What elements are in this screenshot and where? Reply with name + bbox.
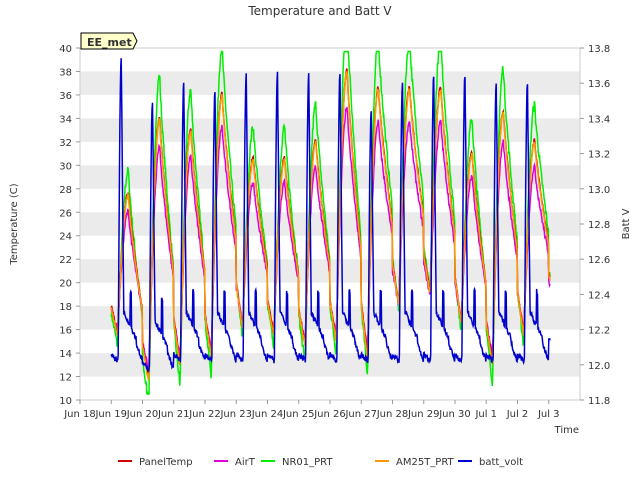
grid-band bbox=[80, 118, 580, 142]
grid-band bbox=[80, 71, 580, 95]
y2-tick-label: 13.4 bbox=[588, 114, 610, 125]
y2-tick-label: 13.0 bbox=[588, 185, 610, 196]
x-tick-label: Jun 26 bbox=[313, 409, 346, 420]
legend-label-NR01_PRT: NR01_PRT bbox=[282, 457, 333, 468]
x-tick-label: Jun 19 bbox=[94, 409, 127, 420]
site-badge-label: EE_met bbox=[87, 36, 132, 49]
y-tick-label: 18 bbox=[59, 302, 72, 313]
y2-tick-label: 11.8 bbox=[588, 396, 610, 407]
legend-label-batt_volt: batt_volt bbox=[479, 457, 523, 468]
series-line-batt_volt bbox=[110, 58, 551, 373]
x-tick-label: Jun 25 bbox=[282, 409, 315, 420]
grid-band bbox=[80, 165, 580, 189]
y2-tick-label: 13.2 bbox=[588, 150, 610, 161]
legend-label-PanelTemp: PanelTemp bbox=[139, 457, 193, 468]
legend: PanelTemp AirT NR01_PRT AM25T_PRT batt_volt bbox=[118, 457, 523, 468]
y2-tick-label: 13.8 bbox=[588, 44, 610, 55]
y-tick-label: 32 bbox=[59, 138, 72, 149]
y-axis-label: Temperature (C) bbox=[9, 183, 20, 265]
y-tick-label: 38 bbox=[59, 67, 72, 78]
y-tick-label: 14 bbox=[59, 349, 72, 360]
legend-label-AM25T_PRT: AM25T_PRT bbox=[396, 457, 455, 468]
y-tick-label: 30 bbox=[59, 161, 72, 172]
y-tick-label: 16 bbox=[59, 326, 72, 337]
y-tick-label: 40 bbox=[59, 44, 72, 55]
y-tick-label: 28 bbox=[59, 185, 72, 196]
y-tick-label: 22 bbox=[59, 255, 72, 266]
y-tick-label: 20 bbox=[59, 279, 72, 290]
x-tick-label: Jun 18 bbox=[63, 409, 96, 420]
chart-title: Temperature and Batt V bbox=[247, 4, 392, 18]
site-badge: EE_met bbox=[80, 32, 138, 50]
y-tick-label: 34 bbox=[59, 114, 72, 125]
y2-tick-label: 12.8 bbox=[588, 220, 610, 231]
grid-band bbox=[80, 212, 580, 236]
y-tick-label: 36 bbox=[59, 91, 72, 102]
y-tick-label: 26 bbox=[59, 208, 72, 219]
x-tick-label: Jun 29 bbox=[407, 409, 440, 420]
series-layer bbox=[110, 50, 551, 395]
x-tick-label: Jun 24 bbox=[251, 409, 284, 420]
x-tick-label: Jun 27 bbox=[344, 409, 377, 420]
x-tick-label: Jul 3 bbox=[537, 409, 560, 420]
series-line-AM25T_PRT bbox=[110, 71, 551, 381]
x-axis-label: Time bbox=[554, 425, 579, 436]
x-tick-label: Jun 22 bbox=[188, 409, 221, 420]
y-axis-right: 11.8 12.0 12.2 12.4 12.6 12.8 13.0 13.2 13.4 13.6… bbox=[580, 44, 610, 407]
y2-tick-label: 12.6 bbox=[588, 255, 610, 266]
x-tick-label: Jun 28 bbox=[376, 409, 409, 420]
y2-tick-label: 12.2 bbox=[588, 326, 610, 337]
x-axis: Jun 18 Jun 19 Jun 20 Jun 21 Jun 22 Jun 23 Jun … bbox=[63, 400, 560, 420]
y2-tick-label: 13.6 bbox=[588, 79, 610, 90]
x-tick-label: Jul 2 bbox=[506, 409, 529, 420]
y-tick-label: 12 bbox=[59, 373, 72, 384]
x-tick-label: Jun 30 bbox=[438, 409, 471, 420]
x-tick-label: Jun 20 bbox=[126, 409, 159, 420]
y-axis-left: 10 12 14 16 18 20 22 24 26 28 30 32 34 36 38 40 bbox=[59, 44, 80, 407]
y-tick-label: 10 bbox=[59, 396, 72, 407]
site-badge-box bbox=[80, 32, 138, 50]
y-tick-label: 24 bbox=[59, 232, 72, 243]
y2-tick-label: 12.4 bbox=[588, 290, 610, 301]
x-tick-label: Jun 23 bbox=[219, 409, 252, 420]
x-tick-label: Jul 1 bbox=[474, 409, 497, 420]
legend-label-AirT: AirT bbox=[235, 457, 256, 468]
y2-axis-label: Batt V bbox=[621, 208, 632, 239]
x-tick-label: Jun 21 bbox=[157, 409, 190, 420]
y2-tick-label: 12.0 bbox=[588, 361, 610, 372]
